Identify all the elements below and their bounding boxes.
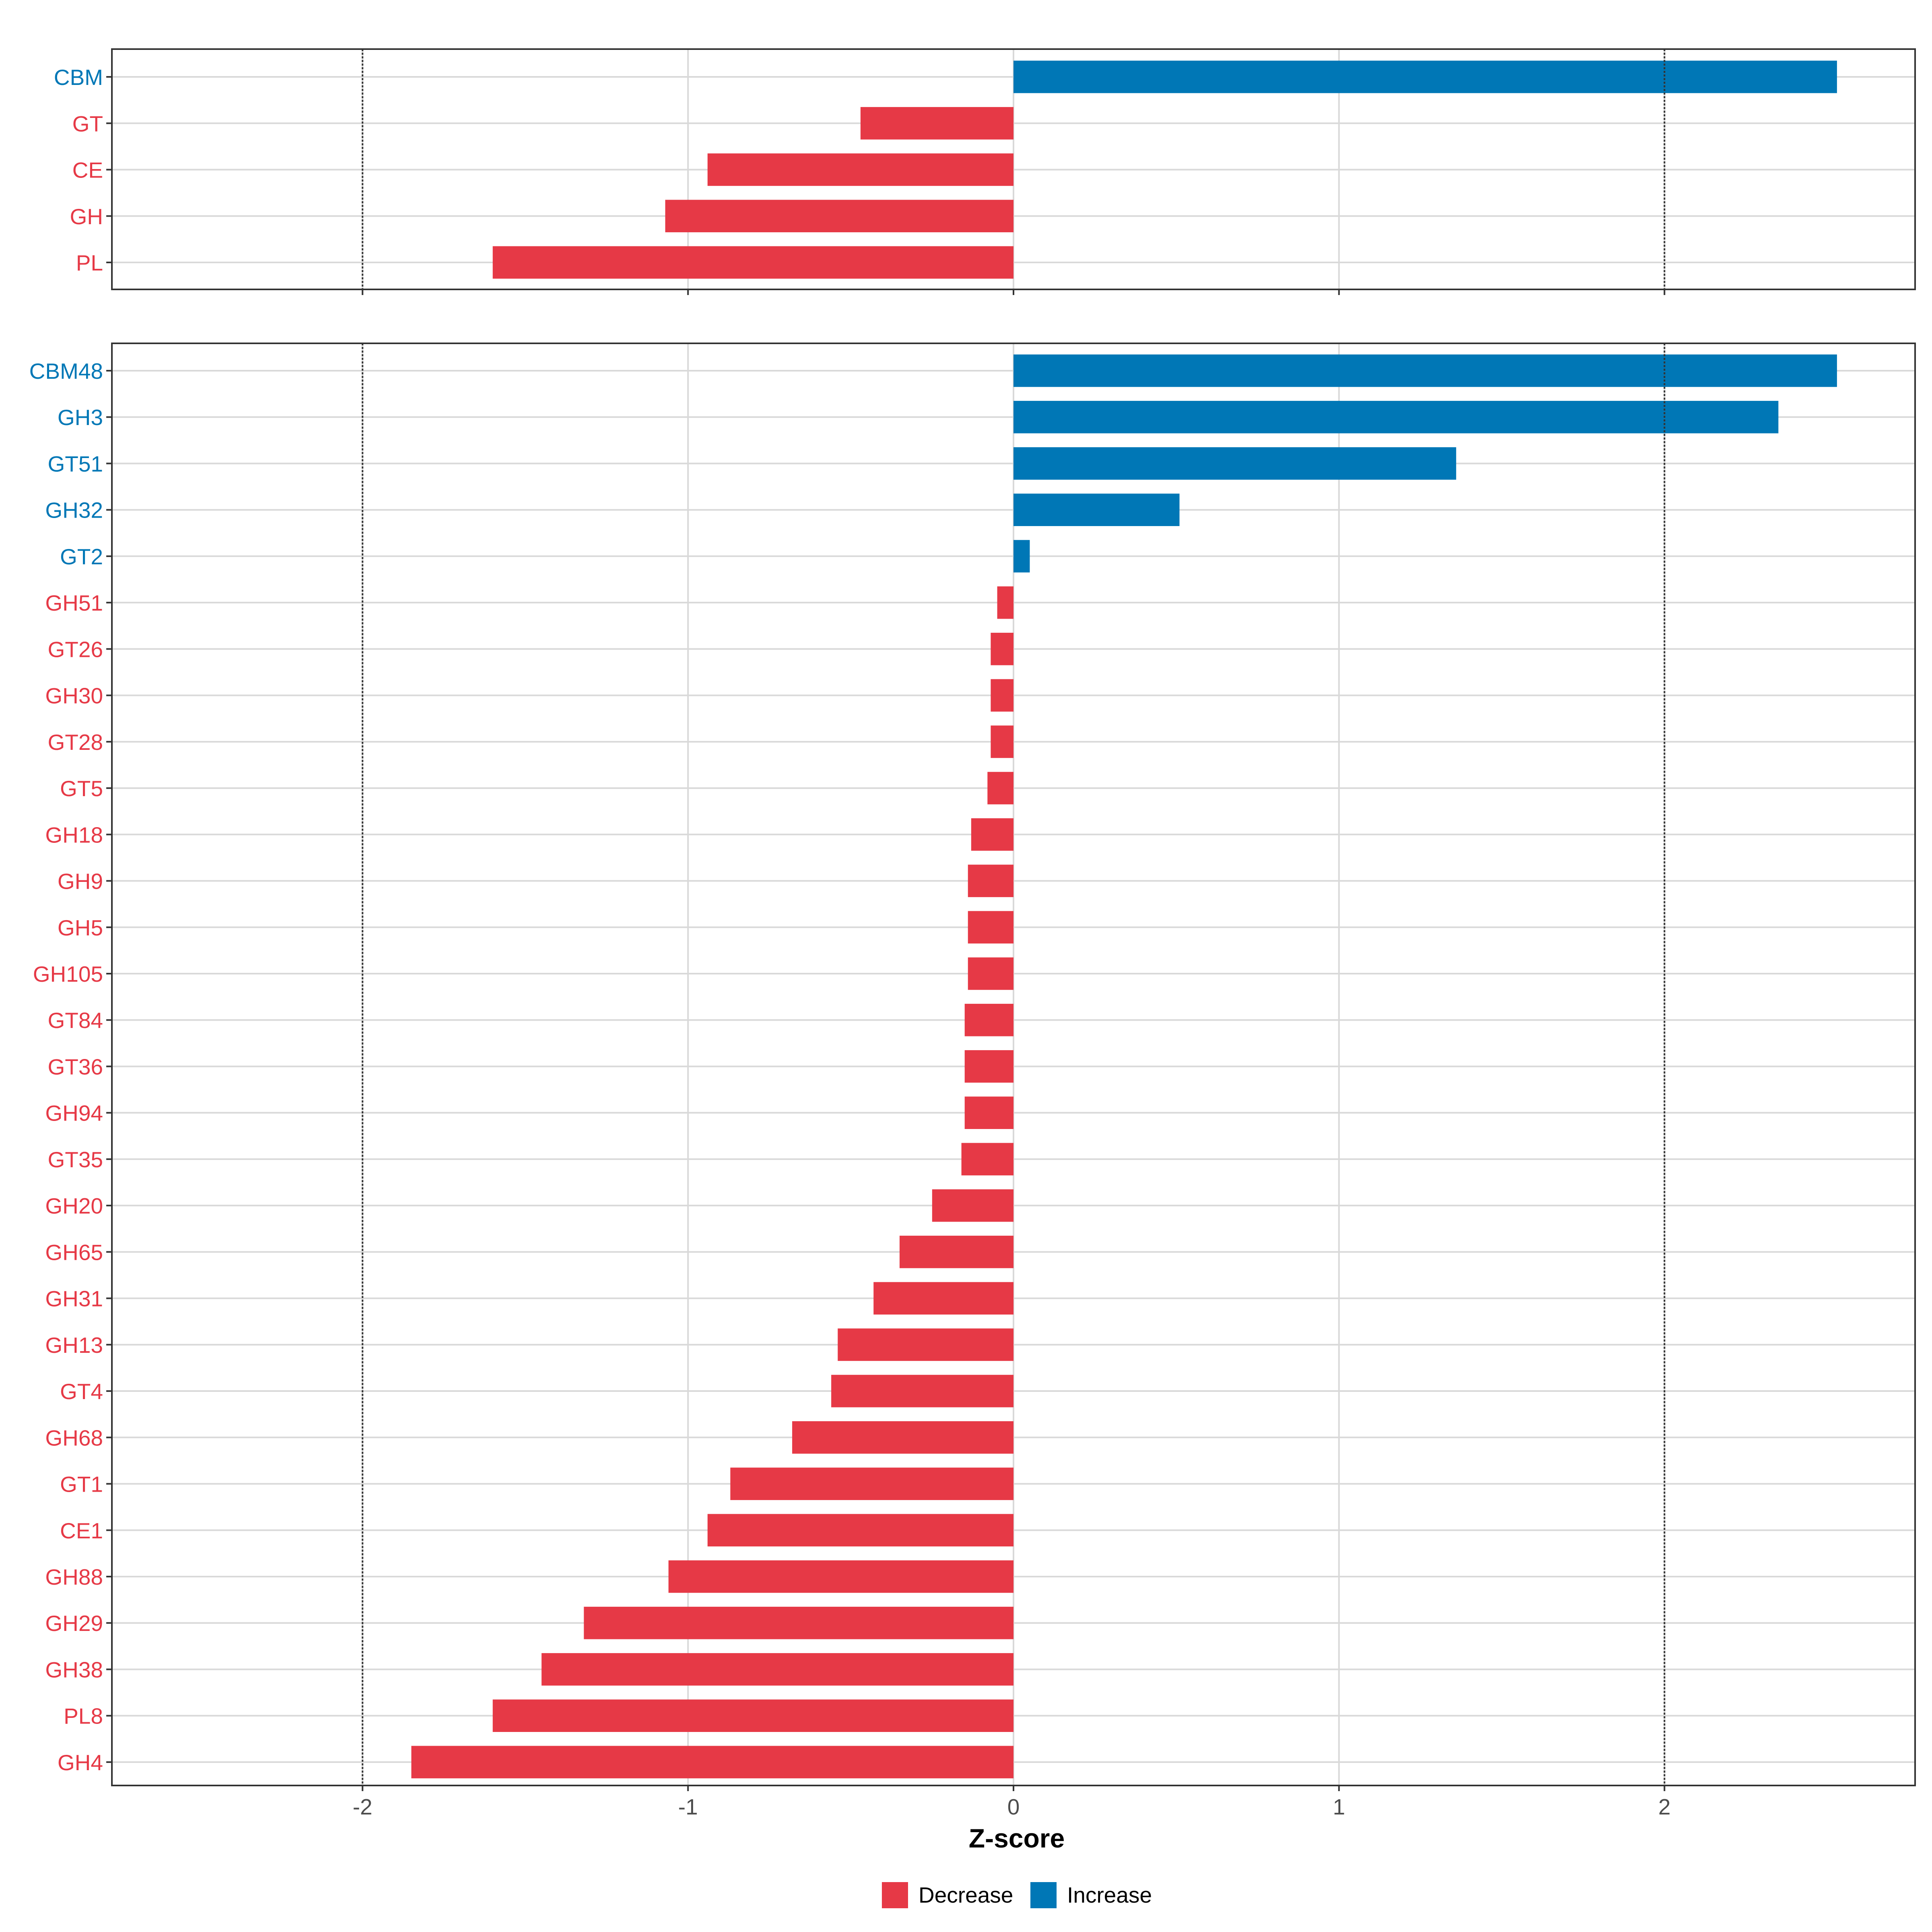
- bottom-ytick-label-gt4: GT4: [60, 1379, 103, 1404]
- bottom-ytick-label-gt2: GT2: [60, 544, 103, 569]
- legend-label-increase: Increase: [1067, 1882, 1152, 1907]
- bottom-bar-gt84: [964, 1003, 1013, 1036]
- panel-top: CBM GT CE GH PL: [54, 48, 1916, 295]
- top-bar-gt: [860, 107, 1013, 140]
- x-tick-label: 1: [1333, 1794, 1345, 1819]
- bottom-ytick-label-gh9: GH9: [58, 869, 103, 894]
- bottom-ytick-label-gh51: GH51: [45, 590, 103, 615]
- bottom-bar-gt36: [964, 1050, 1013, 1083]
- top-bar-cbm: [1013, 60, 1837, 93]
- bottom-bar-gt26: [991, 633, 1013, 665]
- bottom-ytick-label-cbm48: CBM48: [29, 359, 103, 384]
- top-bar-pl: [493, 246, 1013, 279]
- bottom-ytick-label-gt36: GT36: [47, 1054, 103, 1079]
- top-ytick-label-gh: GH: [70, 204, 103, 229]
- x-axis: -2 -1 0 1 2: [353, 1794, 1670, 1819]
- top-bar-gh: [665, 200, 1013, 233]
- top-ytick-label-gt: GT: [72, 111, 103, 136]
- x-tick-label: 2: [1658, 1794, 1671, 1819]
- bottom-ytick-label-gh13: GH13: [45, 1333, 103, 1358]
- top-ytick-label-ce: CE: [72, 158, 103, 183]
- top-ytick-label-pl: PL: [76, 250, 103, 275]
- bottom-ytick-label-gh65: GH65: [45, 1240, 103, 1265]
- legend-swatch-decrease: [882, 1882, 908, 1908]
- bottom-ytick-label-gt35: GT35: [47, 1147, 103, 1172]
- bottom-ytick-label-gt28: GT28: [47, 730, 103, 755]
- x-tick-label: -2: [353, 1794, 372, 1819]
- bottom-bar-gt4: [831, 1375, 1013, 1408]
- top-ytick-label-cbm: CBM: [54, 65, 103, 90]
- bottom-bar-gh29: [584, 1606, 1013, 1639]
- top-panel-border: [111, 48, 1916, 290]
- bottom-bar-gt51: [1013, 447, 1456, 480]
- bottom-bar-pl8: [493, 1699, 1013, 1732]
- bottom-bar-gt28: [991, 725, 1013, 758]
- bottom-ytick-label-gh68: GH68: [45, 1425, 103, 1450]
- x-tick-label: 0: [1007, 1794, 1020, 1819]
- bottom-bar-gt2: [1013, 540, 1030, 573]
- bottom-bar-gh3: [1013, 400, 1779, 433]
- bottom-bar-ce1: [707, 1514, 1013, 1547]
- bottom-bar-gh105: [968, 957, 1013, 990]
- bottom-bar-gh20: [932, 1189, 1013, 1222]
- bottom-ytick-label-gt84: GT84: [47, 1008, 103, 1033]
- bottom-bar-gh13: [838, 1328, 1013, 1361]
- bottom-ytick-label-gt26: GT26: [47, 637, 103, 662]
- legend-label-decrease: Decrease: [919, 1882, 1013, 1907]
- bottom-ytick-label-gh94: GH94: [45, 1101, 103, 1126]
- bottom-bar-gh32: [1013, 493, 1180, 526]
- bottom-ytick-label-gh88: GH88: [45, 1565, 103, 1589]
- bottom-bar-cbm48: [1013, 354, 1837, 387]
- bottom-bar-gh18: [971, 818, 1013, 851]
- bottom-ytick-label-gh4: GH4: [58, 1750, 103, 1775]
- bottom-ytick-label-gh20: GH20: [45, 1193, 103, 1218]
- bottom-bar-gt1: [730, 1468, 1013, 1500]
- bottom-bar-gh51: [997, 586, 1013, 619]
- legend-swatch-increase: [1030, 1882, 1057, 1908]
- bottom-bar-gh31: [873, 1282, 1013, 1315]
- legend: Decrease Increase: [882, 1882, 1152, 1908]
- top-bar-ce: [707, 153, 1013, 186]
- bottom-bar-gh9: [968, 865, 1013, 897]
- panel-bottom: CBM48 GH3 GT51 GH32 GT2 GH51 GT26 GH30 GT28 GT5 GH…: [29, 343, 1916, 1791]
- bottom-ytick-label-gh31: GH31: [45, 1286, 103, 1311]
- bottom-ytick-label-gh32: GH32: [45, 498, 103, 523]
- x-axis-title: Z-score: [969, 1823, 1065, 1853]
- bottom-bar-gh38: [541, 1653, 1013, 1686]
- bottom-ytick-label-gt1: GT1: [60, 1472, 103, 1497]
- x-tick-label: -1: [678, 1794, 698, 1819]
- bottom-bar-gh68: [792, 1421, 1013, 1454]
- bottom-ytick-label-gh29: GH29: [45, 1611, 103, 1636]
- bottom-ytick-label-gh5: GH5: [58, 915, 103, 940]
- bottom-ytick-label-gt5: GT5: [60, 776, 103, 801]
- bottom-bar-gh4: [411, 1746, 1013, 1779]
- bottom-bar-gt5: [987, 772, 1013, 805]
- bottom-ytick-label-gt51: GT51: [47, 451, 103, 476]
- bottom-ytick-label-gh105: GH105: [33, 962, 103, 987]
- bottom-panel-border: [111, 343, 1916, 1786]
- bottom-ytick-label-gh3: GH3: [58, 405, 103, 430]
- bottom-bar-gh94: [964, 1096, 1013, 1129]
- bottom-bar-gh30: [991, 679, 1013, 712]
- bottom-bar-gh5: [968, 911, 1013, 944]
- bottom-ytick-label-ce1: CE1: [60, 1518, 103, 1543]
- bottom-ytick-label-gh30: GH30: [45, 683, 103, 708]
- bottom-ytick-label-gh38: GH38: [45, 1657, 103, 1682]
- bottom-ytick-label-gh18: GH18: [45, 822, 103, 847]
- bottom-bar-gt35: [961, 1143, 1013, 1176]
- bottom-bar-gh65: [899, 1236, 1013, 1268]
- bottom-bar-gh88: [668, 1560, 1013, 1593]
- bottom-ytick-label-pl8: PL8: [64, 1704, 103, 1729]
